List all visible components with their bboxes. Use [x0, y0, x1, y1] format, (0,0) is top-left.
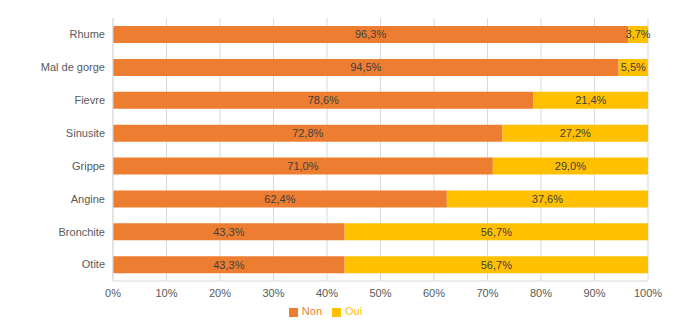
- svg-text:30%: 30%: [262, 287, 284, 299]
- svg-text:Angine: Angine: [71, 193, 105, 205]
- svg-text:Fievre: Fievre: [74, 94, 105, 106]
- svg-text:10%: 10%: [155, 287, 177, 299]
- svg-text:20%: 20%: [209, 287, 231, 299]
- html-text:Oui: Oui: [345, 305, 363, 317]
- svg-text:71,0%: 71,0%: [287, 160, 318, 172]
- svg-text:72,8%: 72,8%: [292, 127, 323, 139]
- svg-text:37,6%: 37,6%: [532, 193, 563, 205]
- svg-text:0%: 0%: [105, 287, 121, 299]
- svg-text:56,7%: 56,7%: [481, 226, 512, 238]
- svg-text:100%: 100%: [634, 287, 662, 299]
- svg-text:40%: 40%: [316, 287, 338, 299]
- svg-text:21,4%: 21,4%: [575, 94, 606, 106]
- svg-text:62,4%: 62,4%: [264, 193, 295, 205]
- svg-text:96,3%: 96,3%: [355, 28, 386, 40]
- svg-text:Otite: Otite: [82, 258, 105, 270]
- svg-text:80%: 80%: [530, 287, 552, 299]
- svg-text:60%: 60%: [423, 287, 445, 299]
- svg-text:56,7%: 56,7%: [481, 259, 512, 271]
- svg-text:Sinusite: Sinusite: [66, 127, 105, 139]
- svg-text:Grippe: Grippe: [72, 160, 105, 172]
- svg-text:90%: 90%: [583, 287, 605, 299]
- svg-text:50%: 50%: [369, 287, 391, 299]
- svg-text:27,2%: 27,2%: [560, 127, 591, 139]
- svg-text:43,3%: 43,3%: [213, 226, 244, 238]
- svg-text:78,6%: 78,6%: [308, 94, 339, 106]
- svg-text:Mal de gorge: Mal de gorge: [41, 61, 105, 73]
- svg-text:43,3%: 43,3%: [213, 259, 244, 271]
- svg-text:5,5%: 5,5%: [621, 61, 646, 73]
- svg-text:3,7%: 3,7%: [626, 28, 651, 40]
- svg-text:70%: 70%: [476, 287, 498, 299]
- html-text:Non: Non: [301, 305, 322, 317]
- svg-text:Rhume: Rhume: [70, 28, 105, 40]
- svg-text:29,0%: 29,0%: [555, 160, 586, 172]
- svg-text:Bronchite: Bronchite: [59, 226, 105, 238]
- svg-text:94,5%: 94,5%: [350, 61, 381, 73]
